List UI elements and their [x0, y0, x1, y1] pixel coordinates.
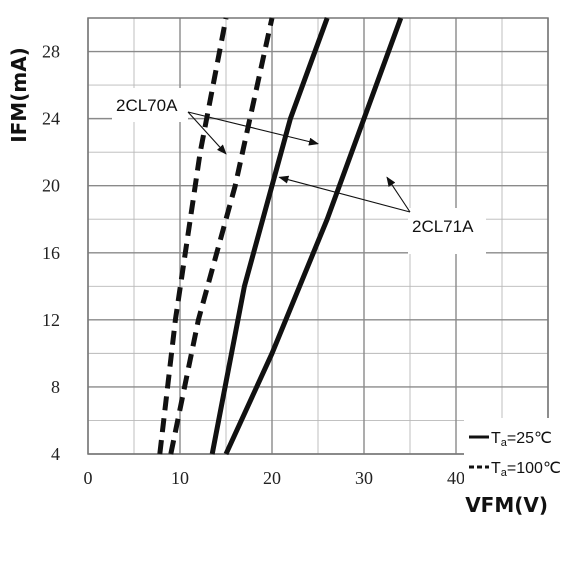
- annotation-arrows: [187, 111, 411, 213]
- series-line-2: [209, 17, 330, 455]
- y-axis-title: IFM(mA): [7, 47, 31, 143]
- series-line-3: [223, 17, 404, 456]
- y-tick-label: 12: [42, 310, 60, 330]
- annotation-arrow: [278, 175, 411, 213]
- annotation-box-2CL70A: [112, 88, 188, 122]
- series-line-1: [168, 17, 275, 455]
- x-tick-label: 0: [84, 468, 93, 488]
- annotation-label-2CL70A: 2CL70A: [116, 96, 178, 115]
- x-tick-label: 40: [447, 468, 465, 488]
- y-tick-label: 16: [42, 243, 60, 263]
- series-layer: [157, 17, 404, 456]
- legend: Ta=25℃ Ta=100℃: [464, 418, 574, 484]
- y-tick-label: 24: [42, 109, 60, 129]
- x-tick-label: 30: [355, 468, 373, 488]
- y-tick-label: 8: [51, 377, 60, 397]
- x-axis-title: VFM(V): [465, 493, 548, 517]
- x-tick-label: 20: [263, 468, 281, 488]
- plot-frame: [87, 17, 549, 455]
- legend-box: [464, 418, 574, 484]
- annotation-layer: 2CL70A 2CL71A: [112, 88, 486, 254]
- y-tick-label: 20: [42, 176, 60, 196]
- legend-entry-100: Ta=100℃: [469, 460, 561, 479]
- annotation-label-2CL71A: 2CL71A: [412, 217, 474, 236]
- series-line-0: [157, 17, 229, 455]
- y-tick-label: 4: [51, 444, 60, 464]
- x-tick-label: 10: [171, 468, 189, 488]
- legend-label-25: Ta=25℃: [491, 430, 552, 449]
- y-tick-label: 28: [42, 42, 60, 62]
- legend-label-100: Ta=100℃: [491, 460, 561, 479]
- annotation-arrow: [386, 176, 411, 213]
- annotation-arrow: [187, 111, 319, 146]
- legend-entry-25: Ta=25℃: [469, 430, 552, 449]
- annotation-arrow: [187, 111, 227, 155]
- annotation-2CL70A: 2CL70A: [112, 88, 188, 122]
- annotation-2CL71A: 2CL71A: [408, 208, 486, 254]
- y-tick-labels: 4 8 12 16 20 24 28: [42, 42, 60, 464]
- annotation-box-2CL71A: [408, 208, 486, 254]
